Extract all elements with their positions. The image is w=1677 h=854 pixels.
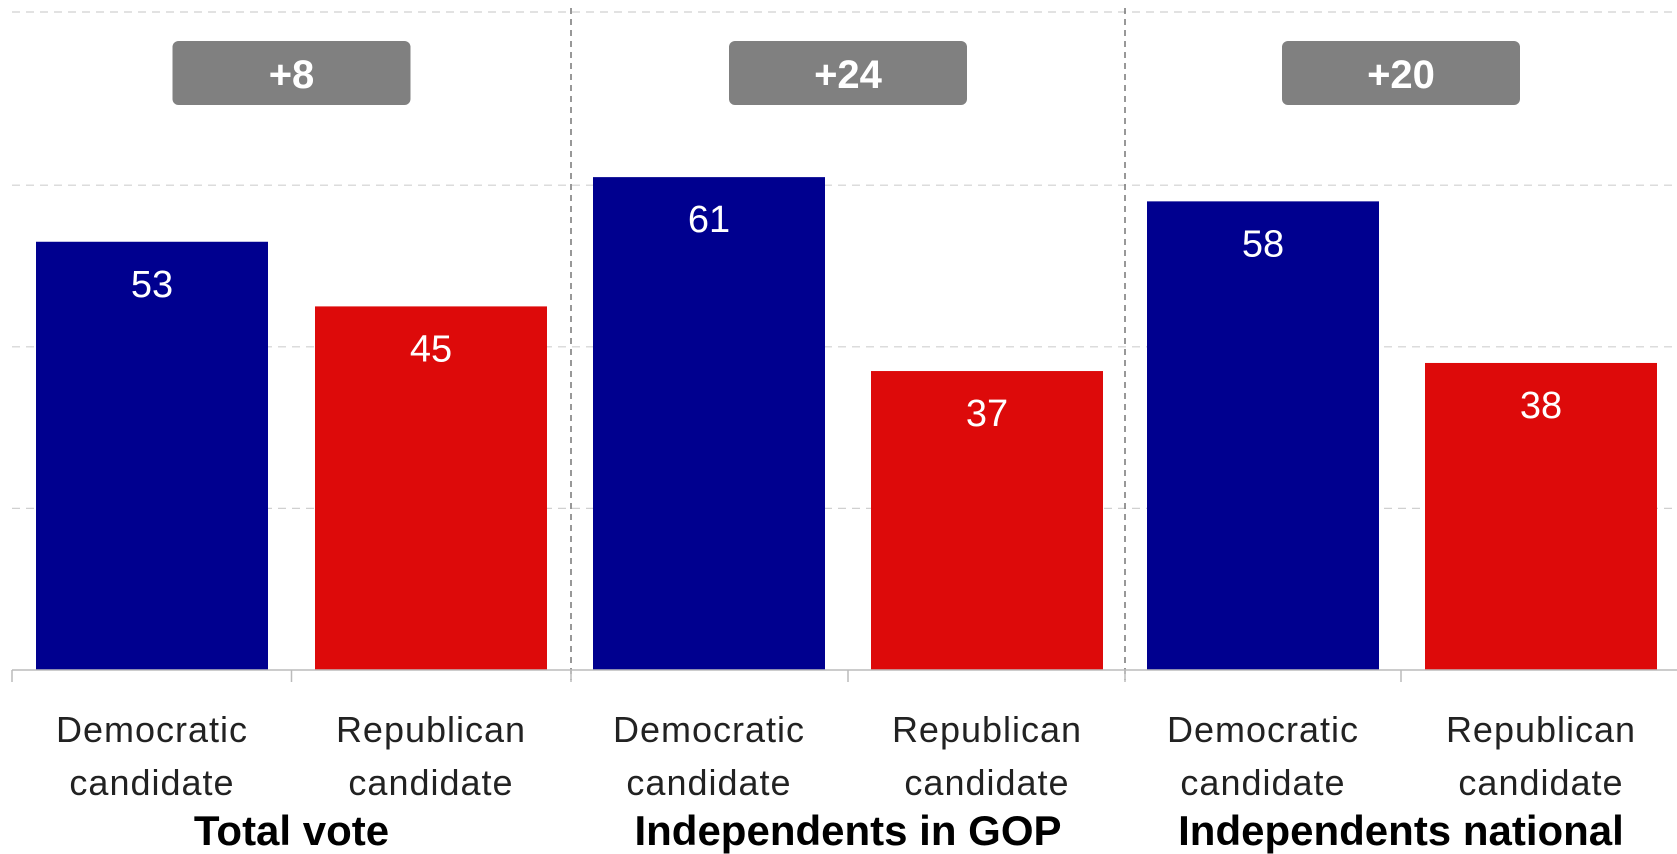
data-label: 58 <box>1242 223 1284 265</box>
data-label: 38 <box>1520 385 1562 427</box>
margin-badges: +8 +24 +20 <box>172 41 1520 105</box>
margin-badge-text: +20 <box>1367 53 1435 97</box>
data-label: 53 <box>131 264 173 306</box>
bar-2-1 <box>1425 362 1657 670</box>
margin-badge <box>729 41 967 105</box>
group-label: Independents national <box>1178 807 1624 854</box>
gridlines <box>12 11 1677 509</box>
bar-2-0 <box>1147 201 1379 671</box>
tick-label: candidate <box>69 762 234 803</box>
x-axis <box>11 669 1677 682</box>
tick-label: Republican <box>336 709 526 750</box>
bar-0-1 <box>315 306 547 670</box>
tick-label: Republican <box>892 709 1082 750</box>
bar-1-0 <box>593 177 825 670</box>
margin-badge <box>172 41 411 105</box>
data-label: 61 <box>688 199 730 241</box>
tick-label: candidate <box>348 762 513 803</box>
tick-label: Republican <box>1446 709 1636 750</box>
tick-label: Democratic <box>1167 709 1359 750</box>
tick-label: Democratic <box>56 709 248 750</box>
tick-label: candidate <box>904 762 1069 803</box>
tick-label: candidate <box>626 762 791 803</box>
tick-label: Democratic <box>613 709 805 750</box>
group-label: Independents in GOP <box>634 807 1061 854</box>
margin-badge <box>1282 41 1520 105</box>
margin-badge-text: +24 <box>814 53 883 97</box>
data-label: 45 <box>410 328 452 370</box>
margin-badge-text: +8 <box>269 53 315 97</box>
group-separators <box>570 8 1126 680</box>
tick-label: candidate <box>1458 762 1623 803</box>
group-label: Total vote <box>194 807 389 854</box>
tick-label: candidate <box>1180 762 1345 803</box>
bar-0-0 <box>36 241 268 670</box>
bars-layer <box>36 177 1657 671</box>
labels-layer: 53 Democratic candidate 45 Republican candida… <box>56 199 1636 854</box>
data-label: 37 <box>966 393 1008 435</box>
bar-1-1 <box>871 371 1103 670</box>
